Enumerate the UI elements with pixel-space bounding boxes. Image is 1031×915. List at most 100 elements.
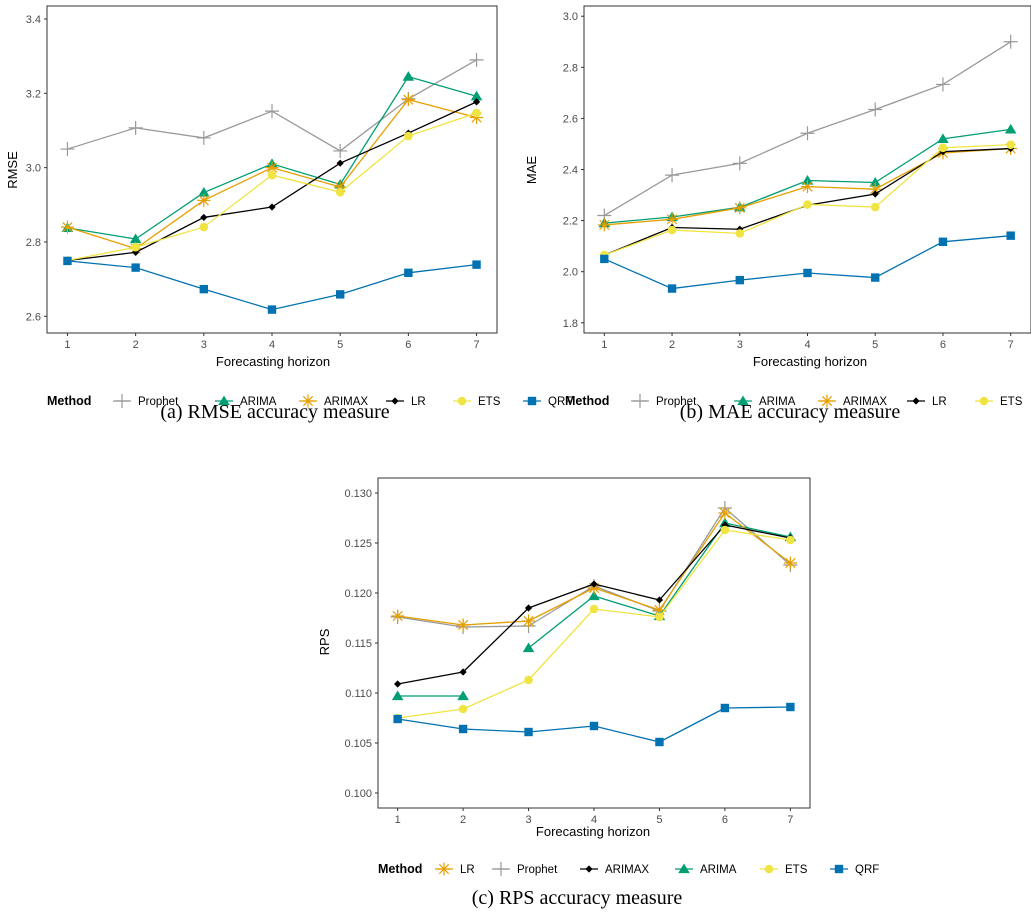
rmse-ets-point — [335, 187, 345, 197]
mae-legend-label-lr: LR — [932, 396, 947, 408]
rps-ets-line-segment — [462, 679, 529, 710]
rmse-lr-point — [268, 203, 276, 211]
rps-ets-line-segment — [724, 529, 791, 541]
rps-prophet-line-segment — [397, 616, 464, 628]
rmse-x-tick-label: 2 — [133, 339, 139, 351]
mae-ets-point — [803, 200, 812, 209]
rmse-y-tick-label: 3.4 — [26, 14, 41, 26]
mae-series-prophet — [597, 34, 1018, 223]
mae-x-tick-label: 4 — [804, 339, 810, 351]
rps-qrf-line-segment — [724, 706, 791, 709]
rmse-series-qrf — [63, 256, 481, 314]
mae-qrf-point — [735, 275, 744, 285]
rmse-legend-label-arima: ARIMA — [240, 396, 277, 408]
mae-qrf-point — [1006, 231, 1015, 240]
rps-ets-point — [720, 525, 730, 535]
rmse-legend-label-arimax: ARIMAX — [324, 396, 368, 408]
mae-arimax-point — [665, 212, 679, 226]
mae-y-tick-label: 2.4 — [563, 165, 578, 177]
mae-lr-point — [871, 190, 879, 198]
rps-legend-label-ets: ETS — [785, 864, 808, 876]
rps-series-arimax — [391, 506, 797, 632]
rps-legend-label-lr: LR — [460, 864, 475, 876]
mae-qrf-point — [600, 254, 609, 264]
mae-ets-point — [1006, 140, 1015, 150]
rps-plot: 0.100 0.105 0.110 0.115 0.120 0.125 0.130 1 2 3 4 5… — [344, 477, 811, 826]
rps-y-tick-label: 0.100 — [344, 788, 372, 800]
rps-x-axis-title: Forecasting horizon — [536, 824, 650, 839]
rps-qrf-point — [524, 727, 533, 737]
rmse-qrf-point — [267, 305, 277, 314]
rps-ets-point — [786, 535, 795, 545]
rmse-legend-title: Method — [47, 394, 91, 408]
mae-arimax-point — [801, 180, 814, 194]
panel-a: 2.6 2.8 3.0 3.2 3.4 1 2 3 4 5 6 7 RMSE Forecasting … — [5, 5, 572, 423]
rmse-prophet-point — [128, 120, 143, 135]
rmse-ets-point — [199, 222, 209, 232]
mae-legend-key-marker — [820, 394, 834, 408]
rps-lr-point — [459, 668, 467, 676]
rmse-legend-key-marker — [527, 396, 537, 406]
mae-arimax-point — [733, 201, 747, 215]
mae-arimax-point — [597, 218, 611, 232]
mae-x-tick-label: 1 — [601, 339, 607, 351]
mae-qrf-point — [938, 237, 948, 246]
rps-arimax-line-segment — [528, 587, 595, 622]
rps-x-tick-label: 5 — [656, 814, 662, 826]
mae-y-tick-label: 3.0 — [563, 11, 578, 23]
rps-lr-line-segment — [724, 524, 791, 539]
mae-legend-label-prophet: Prophet — [656, 396, 697, 408]
rmse-arima-point — [470, 90, 483, 101]
rmse-qrf-point — [335, 290, 345, 299]
rps-prophet-line-segment — [724, 507, 791, 566]
mae-qrf-point — [667, 284, 677, 293]
mae-ets-point — [667, 225, 677, 235]
rps-series-lr — [394, 521, 794, 688]
rps-legend-key-marker — [764, 864, 774, 874]
panel-c: 0.100 0.105 0.110 0.115 0.120 0.125 0.130 1 2 3 4 5… — [317, 477, 879, 909]
mae-prophet-point — [800, 126, 815, 141]
rmse-prophet-point — [60, 142, 75, 157]
rps-arimax-point — [783, 556, 797, 570]
mae-x-axis-title: Forecasting horizon — [753, 354, 867, 369]
rps-arima-point — [522, 642, 535, 653]
mae-qrf-point — [803, 268, 812, 278]
rmse-lr-point — [472, 98, 481, 106]
rps-arimax-line-segment — [658, 512, 726, 611]
rmse-arimax-point — [197, 193, 211, 207]
rps-legend: Method LR Prophet ARIMAX ARIMA ETS QRF — [378, 862, 879, 876]
rps-legend-key-marker — [678, 863, 690, 874]
rps-lr-line-segment — [658, 524, 726, 601]
rps-qrf-point — [655, 737, 664, 747]
rmse-ets-point — [404, 131, 413, 141]
mae-x-tick-label: 5 — [872, 339, 878, 351]
rmse-arimax-point — [60, 220, 74, 234]
rmse-qrf-point — [63, 256, 72, 266]
rps-legend-label-prophet: Prophet — [517, 864, 558, 876]
rps-qrf-point — [589, 721, 599, 731]
rps-arimax-point — [652, 603, 666, 617]
rmse-prophet-point — [196, 130, 211, 145]
rps-arima-point — [457, 690, 469, 701]
rps-qrf-line-segment — [528, 725, 595, 733]
rmse-arima-point — [129, 233, 142, 244]
mae-x-tick-label: 2 — [669, 339, 675, 351]
rps-legend-key-marker — [494, 862, 508, 876]
rps-arimax-point — [456, 618, 470, 632]
mae-ets-point — [870, 202, 880, 212]
rmse-x-tick-label: 6 — [405, 339, 411, 351]
mae-legend-label-ets: ETS — [1000, 396, 1023, 408]
rps-y-tick-label: 0.125 — [344, 538, 372, 550]
mae-x-tick-label: 3 — [737, 339, 743, 351]
rps-lr-line-segment — [462, 607, 529, 673]
rps-y-tick-label: 0.130 — [344, 488, 372, 500]
mae-arima-point — [869, 177, 882, 187]
rps-legend-key-marker — [437, 862, 451, 876]
rps-y-tick-label: 0.115 — [345, 638, 372, 650]
rps-x-tick-label: 4 — [591, 814, 597, 826]
rps-y-tick-label: 0.105 — [344, 738, 372, 750]
rmse-qrf-point — [199, 284, 209, 294]
rmse-arima-point — [402, 71, 415, 81]
rmse-legend-key-marker — [301, 394, 315, 408]
mae-legend-key-marker — [737, 395, 749, 406]
